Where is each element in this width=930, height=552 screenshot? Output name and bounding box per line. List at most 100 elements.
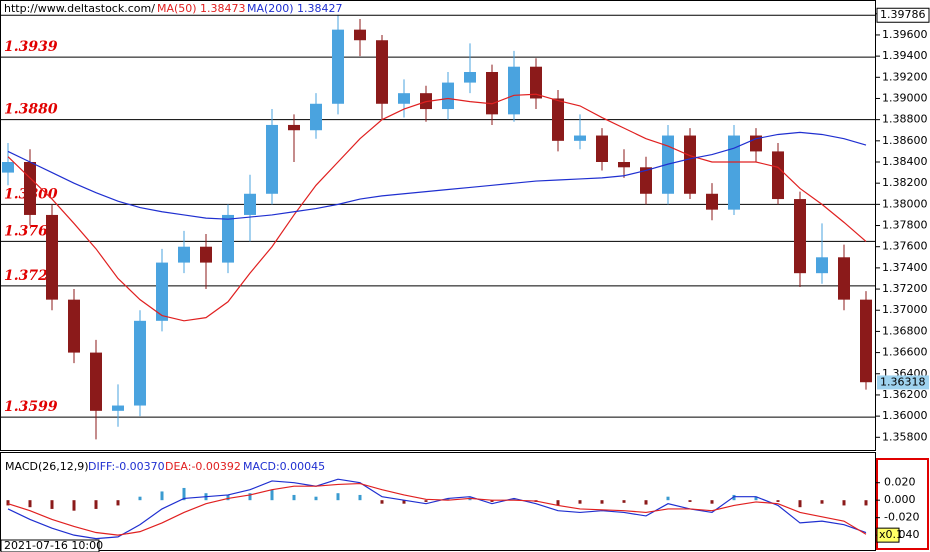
date-label: 2021-07-16 10:00 — [4, 539, 103, 552]
candle-body — [398, 93, 410, 104]
level-label: 1.3765 — [4, 223, 58, 239]
ma-line — [7, 93, 867, 322]
y-tick-label: 1.39400 — [882, 49, 928, 62]
candle-body — [464, 72, 476, 83]
macd-title: MACD(26,12,9) — [5, 460, 89, 473]
macd-bar — [820, 500, 824, 504]
candle-body — [200, 246, 212, 263]
candle-body — [728, 135, 740, 210]
macd-bar — [182, 487, 186, 501]
y-tick-label: 1.37400 — [882, 261, 928, 274]
candle-body — [24, 162, 36, 215]
marker-box — [876, 7, 930, 23]
main-frame — [0, 0, 876, 451]
macd-bar — [160, 491, 164, 501]
macd-bar — [314, 496, 318, 501]
macd-bar — [402, 500, 406, 504]
macd-bar — [358, 494, 362, 501]
candle-body — [486, 72, 498, 115]
macd-bar — [754, 496, 758, 501]
candle-body — [46, 214, 58, 300]
candle-body — [772, 151, 784, 200]
candle-body — [684, 135, 696, 194]
macd-line — [7, 478, 867, 540]
marker-label: 1.39786 — [880, 8, 926, 21]
candle-body — [222, 214, 234, 263]
macd-tick-label: -0.020 — [884, 511, 919, 524]
candle-body — [310, 103, 322, 131]
y-tick-label: 1.38600 — [882, 134, 928, 147]
macd-bar — [424, 500, 428, 502]
macd-bar — [292, 494, 296, 501]
candle-body — [156, 262, 168, 321]
macd-bar — [622, 500, 626, 503]
marker-label: 1.36318 — [880, 375, 926, 388]
candle-body — [552, 98, 564, 141]
candle-body — [376, 40, 388, 104]
y-tick-label: 1.39000 — [882, 91, 928, 104]
macd-bar — [600, 500, 604, 504]
macd-bar — [94, 500, 98, 509]
level-label: 1.3723 — [4, 268, 58, 284]
y-tick-label: 1.36000 — [882, 409, 928, 422]
macd-bar — [512, 498, 516, 501]
y-tick-label: 1.37800 — [882, 219, 928, 232]
y-tick-label: 1.39200 — [882, 70, 928, 83]
candle-body — [816, 257, 828, 274]
candle-body — [288, 124, 300, 131]
macd-bar — [72, 500, 76, 511]
macd-bar — [776, 500, 780, 502]
macd-bar — [226, 494, 230, 501]
y-tick-label: 1.35800 — [882, 430, 928, 443]
candle-body — [574, 135, 586, 141]
candle-body — [596, 135, 608, 162]
candle-body — [2, 162, 14, 173]
macd-bar — [644, 500, 648, 505]
macd-bar — [28, 500, 32, 508]
level-label: 1.3880 — [4, 102, 58, 118]
candle-body — [794, 199, 806, 274]
ma200-value: 1.38427 — [297, 2, 343, 15]
macd-bar — [732, 494, 736, 501]
macd-bar — [490, 500, 494, 502]
candle-body — [860, 299, 872, 383]
macd-diff: DIFF:-0.00370 — [88, 460, 165, 473]
candle-body — [90, 352, 102, 411]
ma50-value: 1.38473 — [200, 2, 246, 15]
macd-bar — [842, 500, 846, 506]
macd-bar — [6, 500, 10, 506]
macd-bar — [270, 489, 274, 501]
macd-bar — [710, 500, 714, 504]
candle-body — [442, 82, 454, 110]
macd-bar — [666, 496, 670, 501]
y-tick-label: 1.38000 — [882, 197, 928, 210]
macd-bar — [578, 500, 582, 504]
macd-frame — [0, 452, 876, 551]
candle-body — [112, 405, 124, 411]
candle-body — [68, 299, 80, 353]
candle-body — [530, 66, 542, 99]
macd-bar — [116, 500, 120, 506]
macd-tick-label: 0.000 — [884, 493, 916, 506]
scale-note-box — [876, 527, 900, 543]
y-tick-label: 1.38200 — [882, 176, 928, 189]
marker-box — [877, 375, 929, 390]
y-tick-label: 1.36800 — [882, 324, 928, 337]
candle-body — [640, 167, 652, 194]
macd-bar — [380, 500, 384, 504]
macd-bar — [864, 500, 868, 506]
candle-body — [618, 162, 630, 168]
y-tick-label: 1.37200 — [882, 282, 928, 295]
macd-bar — [248, 493, 252, 501]
macd-line — [7, 482, 867, 536]
macd-dea: DEA:-0.00392 — [165, 460, 241, 473]
candle-body — [354, 29, 366, 41]
macd-bar — [138, 496, 142, 501]
ma-line — [7, 131, 867, 220]
y-tick-label: 1.38800 — [882, 113, 928, 126]
candle-body — [332, 29, 344, 104]
scale-note: x0.1 — [879, 528, 903, 541]
candle-body — [266, 124, 278, 194]
